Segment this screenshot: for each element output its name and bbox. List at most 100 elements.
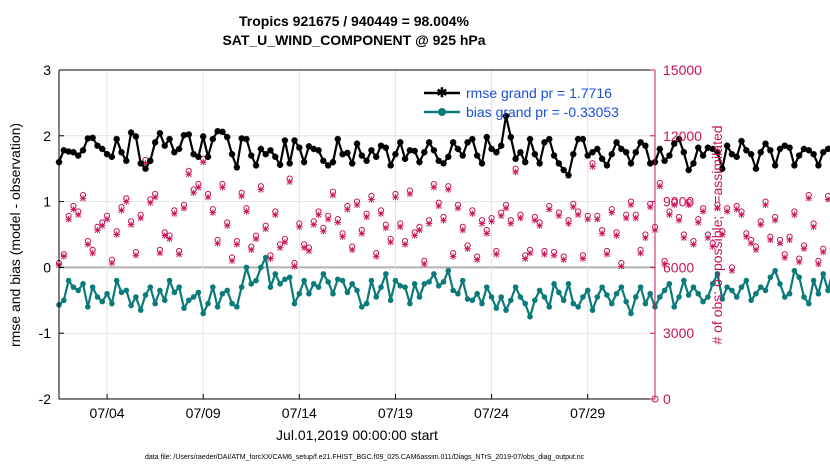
- bias-point: [628, 310, 634, 317]
- rmse-point: [512, 155, 519, 163]
- rmse-point: [771, 162, 779, 169]
- obs-assimilated-point: [286, 178, 293, 186]
- bias-point: [657, 294, 663, 300]
- obs-assimilated-point: [84, 241, 92, 248]
- bias-point: [642, 300, 649, 307]
- bias-point: [248, 281, 255, 287]
- rmse-point: [762, 140, 769, 147]
- bias-point: [128, 302, 134, 309]
- rmse-point: [276, 161, 284, 168]
- bias-point: [724, 284, 730, 290]
- obs-assimilated-point: [406, 190, 414, 198]
- obs-assimilated-point: [565, 220, 572, 227]
- obs-assimilated-point: [291, 263, 298, 270]
- bias-point: [488, 294, 495, 300]
- bias-point: [565, 281, 572, 287]
- obs-assimilated-point: [171, 210, 178, 217]
- bias-point: [637, 284, 644, 290]
- rmse-point: [560, 166, 567, 174]
- bias-point: [493, 305, 500, 311]
- rmse-point: [113, 135, 120, 143]
- obs-assimilated-point: [214, 240, 221, 247]
- bias-point: [392, 277, 399, 284]
- bias-point: [349, 281, 355, 287]
- rmse-point: [589, 149, 596, 156]
- bias-point: [450, 287, 456, 294]
- tick-x-label: 07/29: [570, 405, 605, 421]
- bias-point: [613, 290, 620, 297]
- bias-point: [781, 294, 788, 300]
- rmse-point: [555, 160, 563, 167]
- rmse-point: [695, 144, 702, 151]
- obs-assimilated-point: [344, 206, 351, 213]
- rmse-point: [291, 137, 298, 144]
- obs-assimilated-point: [733, 206, 740, 213]
- rmse-point: [459, 152, 466, 159]
- rmse-point: [805, 147, 813, 154]
- obs-assimilated-point: [661, 260, 668, 268]
- rmse-point: [723, 142, 731, 149]
- rmse-point: [296, 144, 303, 151]
- rmse-point: [190, 151, 197, 158]
- obs-assimilated-point: [642, 234, 649, 241]
- obs-assimilated-point: [219, 184, 226, 191]
- bias-point: [421, 281, 428, 287]
- rmse-point: [800, 145, 808, 153]
- rmse-point: [406, 147, 414, 154]
- rmse-point: [747, 151, 755, 158]
- rmse-point: [603, 162, 611, 169]
- rmse-point: [430, 147, 438, 154]
- obs-assimilated-point: [373, 253, 380, 260]
- obs-assimilated-point: [795, 258, 803, 266]
- obs-assimilated-point: [353, 201, 361, 209]
- bias-point: [474, 290, 480, 297]
- rmse-point: [671, 140, 678, 147]
- bias-point: [61, 297, 67, 304]
- bias-point: [815, 290, 822, 297]
- rmse-point: [632, 149, 639, 156]
- bias-point: [137, 307, 144, 313]
- obs-assimilated-point: [723, 208, 731, 215]
- rmse-point: [483, 133, 490, 141]
- obs-assimilated-point: [94, 226, 101, 234]
- bias-point: [262, 254, 269, 261]
- obs-assimilated-point: [123, 198, 130, 205]
- bias-point: [594, 294, 601, 300]
- rmse-point: [493, 149, 500, 156]
- obs-assimilated-point: [675, 217, 683, 224]
- obs-assimilated-point: [392, 194, 399, 201]
- bias-point: [632, 294, 639, 300]
- obs-assimilated-point: [531, 217, 539, 224]
- rmse-point: [704, 144, 712, 151]
- obs-assimilated-point: [411, 232, 418, 239]
- rmse-point: [579, 135, 587, 143]
- tick-x-label: 07/09: [186, 405, 221, 421]
- rmse-point: [392, 151, 399, 158]
- x-axis-label: Jul.01,2019 00:00:00 start: [276, 427, 438, 443]
- rmse-point: [267, 147, 274, 154]
- rmse-point: [531, 151, 539, 158]
- obs-assimilated-point: [747, 240, 755, 247]
- bias-point: [556, 289, 562, 296]
- rmse-point: [699, 152, 707, 159]
- tick-right-label: 6000: [663, 259, 694, 275]
- rmse-point: [570, 151, 577, 158]
- rmse-point: [815, 162, 822, 169]
- bias-point: [719, 296, 726, 302]
- obs-assimilated-point: [296, 223, 303, 231]
- obs-assimilated-point: [267, 255, 274, 262]
- bias-point: [109, 300, 115, 307]
- rmse-point: [257, 145, 265, 153]
- bias-point: [75, 287, 82, 294]
- bias-point: [608, 300, 615, 307]
- bias-point: [479, 300, 485, 307]
- bias-point: [306, 290, 312, 297]
- bias-point: [459, 277, 466, 284]
- bias-point: [330, 290, 336, 297]
- bias-point: [522, 300, 529, 307]
- obs-assimilated-point: [574, 211, 582, 218]
- bias-point: [512, 284, 519, 290]
- rmse-point: [137, 160, 144, 167]
- bias-point: [738, 284, 745, 290]
- rmse-point: [469, 135, 476, 143]
